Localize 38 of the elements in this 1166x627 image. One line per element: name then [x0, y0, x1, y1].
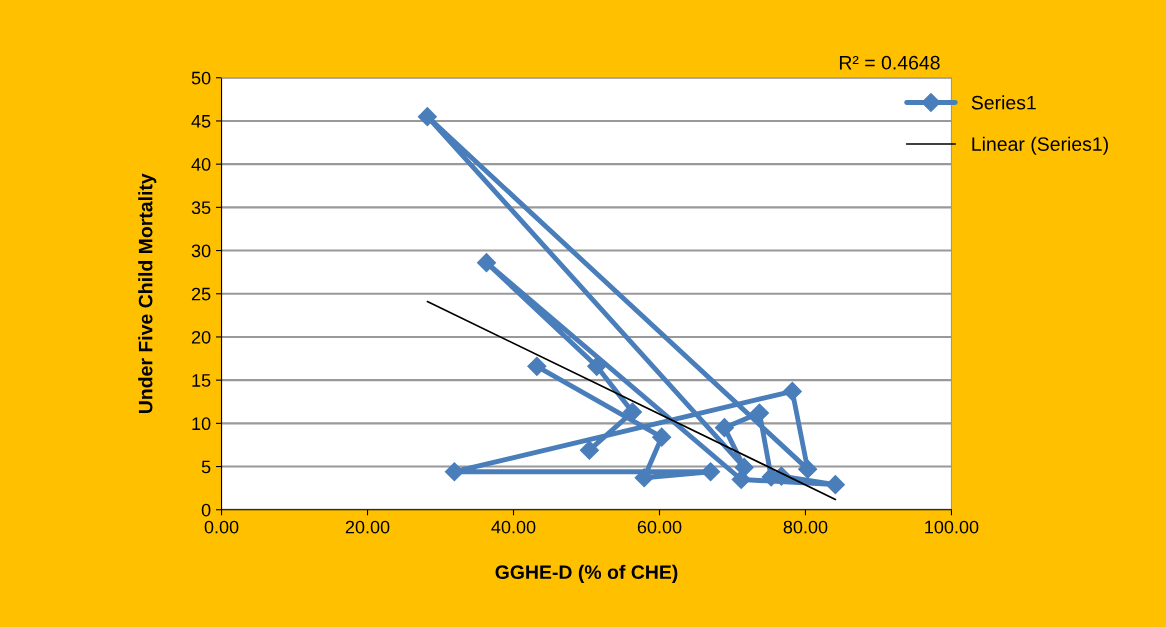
y-tick-label: 40	[191, 158, 211, 171]
point	[714, 418, 734, 438]
point	[652, 427, 672, 447]
x-tick-label: 40.00	[491, 520, 536, 534]
point	[417, 107, 437, 127]
y-tick-label: 45	[191, 115, 211, 128]
point	[622, 402, 643, 422]
point	[749, 403, 770, 423]
y-tick-label: 0	[201, 503, 211, 517]
legend-label: Series1	[971, 95, 1036, 110]
y-tick-label: 20	[191, 330, 211, 344]
y-tick-label: 10	[192, 417, 211, 431]
point	[782, 381, 802, 401]
point	[701, 462, 721, 482]
x-tick-label: 100.00	[925, 520, 979, 534]
y-tick-label: 5	[201, 460, 211, 474]
point	[527, 356, 547, 376]
y-tick-label: 50	[191, 71, 211, 85]
point	[444, 462, 464, 482]
point	[476, 253, 497, 273]
point	[579, 440, 599, 460]
point	[825, 475, 845, 495]
y-tick-label: 30	[191, 244, 211, 258]
point	[731, 469, 751, 490]
point	[798, 459, 818, 479]
point	[587, 356, 607, 376]
y-tick-label: 35	[191, 201, 211, 215]
legend-label: Linear (Series1)	[972, 136, 1108, 155]
x-axis-title: GGHE-D (% of CHE)	[495, 564, 678, 583]
x-tick-label: 0.00	[204, 520, 239, 534]
x-tick-label: 60.00	[637, 520, 682, 534]
x-tick-label: 80.00	[783, 520, 828, 534]
point	[634, 468, 654, 488]
y-tick-label: 25	[191, 287, 211, 301]
y-tick-label: 15	[192, 374, 211, 387]
y-axis-title: Under Five Child Mortality	[138, 173, 157, 414]
x-tick-label: 20.00	[345, 520, 390, 534]
text: R² = 0.4648	[839, 55, 940, 70]
